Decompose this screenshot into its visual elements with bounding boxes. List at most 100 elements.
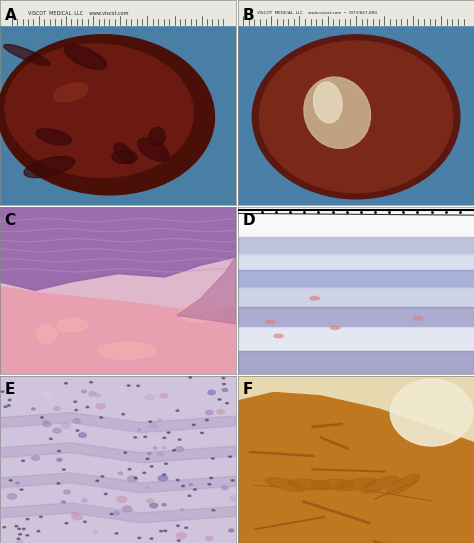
Ellipse shape bbox=[64, 45, 107, 70]
Ellipse shape bbox=[146, 499, 154, 503]
Ellipse shape bbox=[1, 391, 4, 392]
Ellipse shape bbox=[128, 476, 137, 482]
Ellipse shape bbox=[54, 83, 88, 102]
Ellipse shape bbox=[176, 533, 186, 539]
Ellipse shape bbox=[330, 326, 340, 330]
Ellipse shape bbox=[259, 41, 453, 193]
Ellipse shape bbox=[185, 527, 188, 528]
Text: D: D bbox=[243, 213, 255, 229]
Ellipse shape bbox=[61, 424, 70, 428]
Bar bbox=[238, 237, 474, 254]
Ellipse shape bbox=[96, 403, 105, 409]
Ellipse shape bbox=[160, 394, 167, 398]
Ellipse shape bbox=[313, 82, 342, 123]
Ellipse shape bbox=[57, 483, 60, 484]
Polygon shape bbox=[0, 503, 236, 523]
Ellipse shape bbox=[228, 529, 234, 532]
Ellipse shape bbox=[49, 438, 52, 439]
Ellipse shape bbox=[171, 424, 179, 429]
Ellipse shape bbox=[163, 447, 166, 449]
Text: B: B bbox=[243, 8, 255, 23]
Ellipse shape bbox=[206, 411, 213, 415]
Ellipse shape bbox=[114, 143, 134, 163]
Ellipse shape bbox=[210, 477, 213, 478]
Ellipse shape bbox=[8, 494, 17, 499]
Polygon shape bbox=[177, 257, 236, 324]
Ellipse shape bbox=[43, 421, 51, 427]
Ellipse shape bbox=[181, 509, 183, 510]
Ellipse shape bbox=[361, 476, 399, 493]
Ellipse shape bbox=[0, 524, 6, 528]
Ellipse shape bbox=[158, 476, 168, 481]
Polygon shape bbox=[238, 393, 474, 543]
Ellipse shape bbox=[96, 480, 99, 482]
Ellipse shape bbox=[150, 538, 153, 539]
Ellipse shape bbox=[64, 490, 70, 494]
Bar bbox=[238, 270, 474, 287]
Ellipse shape bbox=[148, 452, 151, 454]
Ellipse shape bbox=[73, 419, 81, 423]
Ellipse shape bbox=[118, 390, 122, 393]
Ellipse shape bbox=[231, 480, 234, 481]
Ellipse shape bbox=[5, 44, 193, 178]
Ellipse shape bbox=[127, 385, 130, 386]
Ellipse shape bbox=[18, 534, 21, 535]
Ellipse shape bbox=[100, 417, 102, 418]
Text: VISCOT  MEDICAL, LLC    www.viscot.com: VISCOT MEDICAL, LLC www.viscot.com bbox=[28, 10, 129, 15]
Ellipse shape bbox=[54, 407, 60, 411]
Ellipse shape bbox=[90, 382, 92, 383]
Ellipse shape bbox=[311, 479, 354, 490]
Ellipse shape bbox=[157, 452, 164, 456]
Ellipse shape bbox=[192, 424, 195, 426]
Bar bbox=[238, 307, 474, 327]
Ellipse shape bbox=[57, 318, 88, 332]
Bar bbox=[238, 207, 474, 237]
Bar bbox=[238, 287, 474, 307]
Ellipse shape bbox=[82, 499, 87, 502]
Ellipse shape bbox=[123, 506, 132, 512]
Ellipse shape bbox=[149, 128, 165, 146]
Polygon shape bbox=[0, 443, 236, 463]
Ellipse shape bbox=[189, 377, 191, 378]
Ellipse shape bbox=[167, 432, 170, 433]
Ellipse shape bbox=[221, 485, 228, 490]
Ellipse shape bbox=[89, 392, 96, 396]
Ellipse shape bbox=[179, 303, 222, 322]
Ellipse shape bbox=[206, 536, 212, 540]
Ellipse shape bbox=[222, 377, 225, 379]
Ellipse shape bbox=[32, 456, 39, 460]
Ellipse shape bbox=[146, 458, 149, 459]
Ellipse shape bbox=[149, 423, 157, 428]
Ellipse shape bbox=[226, 402, 228, 404]
Ellipse shape bbox=[128, 469, 131, 470]
Polygon shape bbox=[0, 207, 236, 291]
Ellipse shape bbox=[93, 531, 98, 534]
Ellipse shape bbox=[222, 388, 228, 392]
Ellipse shape bbox=[104, 493, 107, 495]
Ellipse shape bbox=[288, 479, 330, 490]
Ellipse shape bbox=[265, 320, 275, 324]
Ellipse shape bbox=[73, 514, 82, 520]
Ellipse shape bbox=[149, 421, 152, 422]
Ellipse shape bbox=[173, 450, 175, 451]
Ellipse shape bbox=[112, 150, 137, 163]
Ellipse shape bbox=[110, 513, 113, 515]
Text: F: F bbox=[243, 382, 253, 397]
Ellipse shape bbox=[176, 479, 179, 481]
Ellipse shape bbox=[163, 474, 165, 475]
Ellipse shape bbox=[153, 447, 157, 449]
Ellipse shape bbox=[175, 447, 183, 452]
Ellipse shape bbox=[208, 390, 215, 395]
Ellipse shape bbox=[96, 394, 101, 397]
Text: VISCOT  MEDICAL, LLC    www.viscot.com  •  (973)667-890: VISCOT MEDICAL, LLC www.viscot.com • (97… bbox=[257, 11, 377, 15]
Ellipse shape bbox=[229, 456, 231, 457]
Ellipse shape bbox=[44, 421, 48, 424]
Ellipse shape bbox=[0, 35, 214, 195]
Ellipse shape bbox=[114, 512, 119, 515]
Ellipse shape bbox=[144, 436, 146, 438]
Ellipse shape bbox=[265, 477, 305, 491]
Bar bbox=[238, 327, 474, 351]
Bar bbox=[0, 0, 236, 24]
Ellipse shape bbox=[4, 406, 7, 407]
Ellipse shape bbox=[17, 538, 20, 539]
